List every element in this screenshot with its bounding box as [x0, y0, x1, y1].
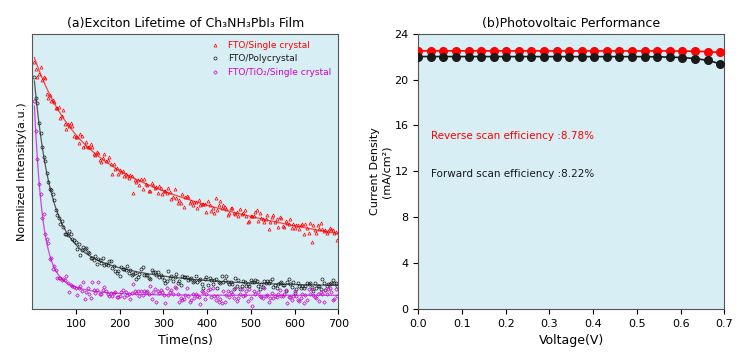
Y-axis label: Current Density
(mA/cm²): Current Density (mA/cm²): [370, 127, 392, 215]
FTO/Single crystal: [110, 166, 119, 171]
FTO/Polycrystal: [320, 281, 328, 285]
FTO/TiO₂/Single crystal: [86, 296, 95, 300]
FTO/Polycrystal: [110, 269, 119, 273]
FTO/Single crystal: [320, 229, 328, 233]
FTO/TiO₂/Single crystal: [42, 237, 51, 242]
Title: (a)Exciton Lifetime of Ch₃NH₃PbI₃ Film: (a)Exciton Lifetime of Ch₃NH₃PbI₃ Film: [67, 17, 304, 30]
Line: FTO/Single crystal: FTO/Single crystal: [33, 61, 339, 243]
FTO/Single crystal: [48, 98, 57, 102]
FTO/Single crystal: [42, 91, 51, 96]
FTO/Polycrystal: [86, 256, 95, 261]
Line: FTO/TiO₂/Single crystal: FTO/TiO₂/Single crystal: [33, 100, 339, 314]
FTO/Single crystal: [86, 142, 95, 146]
FTO/TiO₂/Single crystal: [320, 300, 328, 304]
FTO/Polycrystal: [333, 284, 342, 289]
Text: Forward scan efficiency :8.22%: Forward scan efficiency :8.22%: [431, 169, 595, 179]
FTO/TiO₂/Single crystal: [48, 266, 57, 271]
FTO/Polycrystal: [48, 192, 57, 197]
Text: Reverse scan efficiency :8.78%: Reverse scan efficiency :8.78%: [431, 131, 594, 141]
FTO/Single crystal: [307, 240, 316, 244]
FTO/Single crystal: [308, 223, 317, 228]
FTO/Polycrystal: [290, 290, 299, 295]
FTO/Single crystal: [30, 60, 39, 65]
Y-axis label: Normlized Intensity(a.u.): Normlized Intensity(a.u.): [16, 102, 27, 241]
FTO/TiO₂/Single crystal: [252, 310, 261, 314]
FTO/TiO₂/Single crystal: [308, 293, 317, 297]
FTO/Single crystal: [333, 238, 342, 242]
Title: (b)Photovoltaic Performance: (b)Photovoltaic Performance: [482, 17, 661, 30]
FTO/TiO₂/Single crystal: [333, 294, 342, 298]
FTO/Polycrystal: [42, 171, 51, 175]
FTO/Polycrystal: [30, 75, 39, 79]
X-axis label: Voltage(V): Voltage(V): [538, 334, 604, 347]
FTO/Polycrystal: [308, 288, 317, 293]
Line: FTO/Polycrystal: FTO/Polycrystal: [33, 75, 339, 294]
X-axis label: Time(ns): Time(ns): [158, 334, 213, 347]
Legend: FTO/Single crystal, FTO/Polycrystal, FTO/TiO₂/Single crystal: FTO/Single crystal, FTO/Polycrystal, FTO…: [207, 38, 334, 80]
FTO/TiO₂/Single crystal: [110, 290, 119, 294]
FTO/TiO₂/Single crystal: [30, 99, 39, 103]
